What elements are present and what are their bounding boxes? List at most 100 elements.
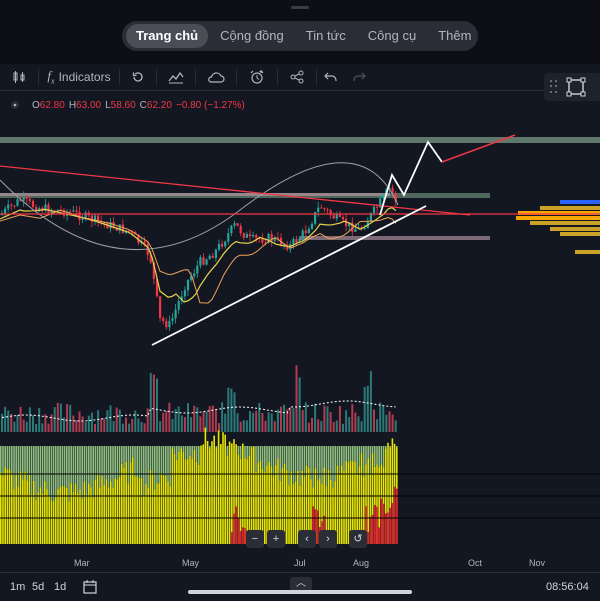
oscillator-green-bar: [250, 446, 253, 448]
expand-button[interactable]: ︿: [290, 577, 312, 591]
chart-area[interactable]: [0, 112, 600, 558]
oscillator-green-bar: [125, 446, 127, 462]
oscillator-yellow-bar: [349, 460, 352, 544]
volume-bar: [258, 403, 261, 432]
oscillator-green-bar: [92, 446, 94, 498]
oscillator-yellow-bar: [360, 453, 363, 544]
oscillator-green-bar: [74, 446, 77, 485]
candle-body: [326, 209, 329, 211]
replay-button[interactable]: [120, 64, 156, 90]
tab-tools[interactable]: Công cụ: [367, 28, 417, 43]
cloud-save-button[interactable]: [196, 64, 236, 90]
oscillator-green-bar: [59, 446, 61, 488]
scroll-left-button[interactable]: ‹: [298, 530, 316, 548]
volume-bar: [50, 414, 53, 432]
oscillator-yellow-bar: [231, 443, 233, 544]
volume-bar: [261, 412, 264, 432]
candlestick-series: [0, 184, 397, 332]
ma-fast-line: [0, 206, 397, 303]
oscillator-green-bar: [191, 446, 193, 459]
volume-bar: [22, 419, 25, 432]
zoom-in-button[interactable]: +: [267, 530, 285, 548]
oscillator-yellow-bar: [200, 445, 202, 544]
volume-bar: [94, 423, 96, 432]
zoom-out-button[interactable]: −: [246, 530, 264, 548]
volume-profile-bar: [560, 232, 600, 236]
interval-5d[interactable]: 5d: [32, 581, 45, 593]
volume-bar: [156, 378, 158, 432]
candle-body: [394, 193, 397, 202]
candle-body: [273, 237, 276, 241]
chart-toolbar: fx Indicators: [0, 64, 600, 91]
oscillator-yellow-bar: [189, 455, 191, 544]
candle-body: [118, 224, 121, 231]
volume-bar: [149, 373, 152, 432]
undo-button[interactable]: [317, 64, 345, 90]
tab-community[interactable]: Cộng đồng: [220, 28, 284, 43]
tab-more[interactable]: Thêm: [438, 28, 472, 43]
volume-bar: [391, 414, 394, 432]
candle-type-button[interactable]: [0, 64, 38, 90]
scroll-right-button[interactable]: ›: [319, 530, 337, 548]
oscillator-green-bar: [57, 446, 59, 489]
oscillator-yellow-bar: [239, 458, 242, 544]
ascending-trendline: [151, 205, 427, 346]
share-button[interactable]: [278, 64, 316, 90]
oscillator-green-bar: [255, 446, 257, 472]
candle-body: [112, 222, 115, 229]
volume-bar: [180, 415, 183, 432]
volume-bar: [307, 422, 310, 432]
volume-bar: [385, 414, 388, 432]
redo-button[interactable]: [345, 64, 373, 90]
candle-body: [168, 320, 171, 328]
oscillator-yellow-bar: [378, 467, 380, 544]
volume-bar: [233, 392, 236, 432]
oscillator-yellow-bar: [336, 465, 339, 544]
oscillator-yellow-bar: [314, 468, 317, 544]
oscillator-red-bar: [376, 506, 378, 544]
candle-body: [183, 290, 186, 297]
oscillator-yellow-bar: [70, 483, 72, 544]
oscillator-red-bar: [233, 513, 235, 544]
oscillator-yellow-bar: [204, 427, 207, 544]
volume-bar: [283, 404, 286, 432]
tab-news[interactable]: Tin tức: [305, 28, 346, 43]
oscillator-green-bar: [134, 446, 136, 477]
select-area-icon[interactable]: [566, 77, 586, 97]
oscillator-yellow-bar: [68, 501, 70, 544]
volume-bar: [183, 417, 186, 432]
chart-style-button[interactable]: [157, 64, 195, 90]
oscillator-green-bar: [343, 446, 345, 471]
oscillator-green-bar: [292, 446, 295, 484]
oscillator-green-bar: [46, 446, 48, 490]
candle-body: [335, 214, 338, 219]
oscillator-red-bar: [380, 498, 383, 544]
interval-1d[interactable]: 1d: [54, 581, 67, 593]
volume-bar: [211, 405, 214, 432]
share-icon: [290, 70, 304, 84]
oscillator-green-bar: [332, 446, 334, 488]
oscillator-yellow-bar: [66, 487, 68, 544]
candle-body: [143, 241, 146, 244]
volume-bar: [121, 423, 124, 432]
candle-body: [165, 320, 168, 328]
window-grabber[interactable]: [291, 6, 309, 9]
oscillator-yellow-bar: [63, 486, 66, 544]
oscillator-green-bar: [136, 446, 138, 477]
dot-menu-icon[interactable]: [8, 99, 22, 111]
oscillator-red-bar: [239, 530, 242, 544]
oscillator-yellow-bar: [272, 475, 275, 544]
candle-body: [382, 194, 385, 199]
candle-body: [310, 223, 314, 229]
interval-1m[interactable]: 1m: [10, 581, 26, 593]
drag-handle-icon[interactable]: [550, 80, 560, 94]
alarm-clock-icon: [250, 70, 264, 84]
reset-chart-button[interactable]: ↺: [349, 530, 367, 548]
tab-home[interactable]: Trang chủ: [126, 24, 209, 48]
volume-bar: [332, 421, 335, 432]
oscillator-green-bar: [116, 446, 119, 480]
indicators-button[interactable]: fx Indicators: [39, 64, 119, 90]
volume-bar: [317, 419, 320, 432]
alert-button[interactable]: [237, 64, 277, 90]
calendar-icon[interactable]: [82, 579, 98, 595]
